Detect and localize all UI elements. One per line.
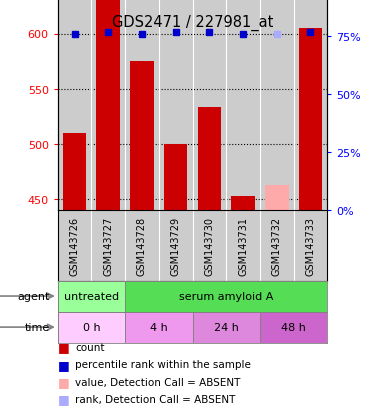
Text: GSM143733: GSM143733 [305,216,315,275]
Text: rank, Detection Call = ABSENT: rank, Detection Call = ABSENT [75,394,236,404]
Bar [198,108,221,211]
Text: GSM143731: GSM143731 [238,216,248,275]
Bar [58,312,125,343]
Text: ■: ■ [58,392,70,406]
Text: GSM143732: GSM143732 [272,216,282,275]
Text: GSM143726: GSM143726 [70,216,80,275]
Bar [63,133,86,211]
Text: ■: ■ [58,375,70,388]
Text: value, Detection Call = ABSENT: value, Detection Call = ABSENT [75,377,241,387]
Bar [260,312,327,343]
Text: GDS2471 / 227981_at: GDS2471 / 227981_at [112,14,273,31]
Bar [192,312,260,343]
Text: agent: agent [18,291,50,301]
Text: untreated: untreated [64,291,119,301]
Text: GSM143730: GSM143730 [204,216,214,275]
Text: 24 h: 24 h [214,322,239,332]
Text: 48 h: 48 h [281,322,306,332]
Text: GSM143729: GSM143729 [171,216,181,275]
Bar [164,145,187,211]
Text: GSM143728: GSM143728 [137,216,147,275]
Bar [125,281,327,312]
Bar [97,0,120,211]
Text: time: time [25,322,50,332]
Bar [299,29,322,211]
Text: ■: ■ [58,340,70,354]
Bar [231,196,255,211]
Text: GSM143727: GSM143727 [103,216,113,275]
Text: 4 h: 4 h [150,322,168,332]
Bar [130,62,154,211]
Text: percentile rank within the sample: percentile rank within the sample [75,359,251,369]
Bar [265,185,288,211]
Bar [125,312,192,343]
Text: 0 h: 0 h [83,322,100,332]
Text: ■: ■ [58,358,70,371]
Text: count: count [75,342,105,352]
Bar [58,281,125,312]
Text: serum amyloid A: serum amyloid A [179,291,273,301]
